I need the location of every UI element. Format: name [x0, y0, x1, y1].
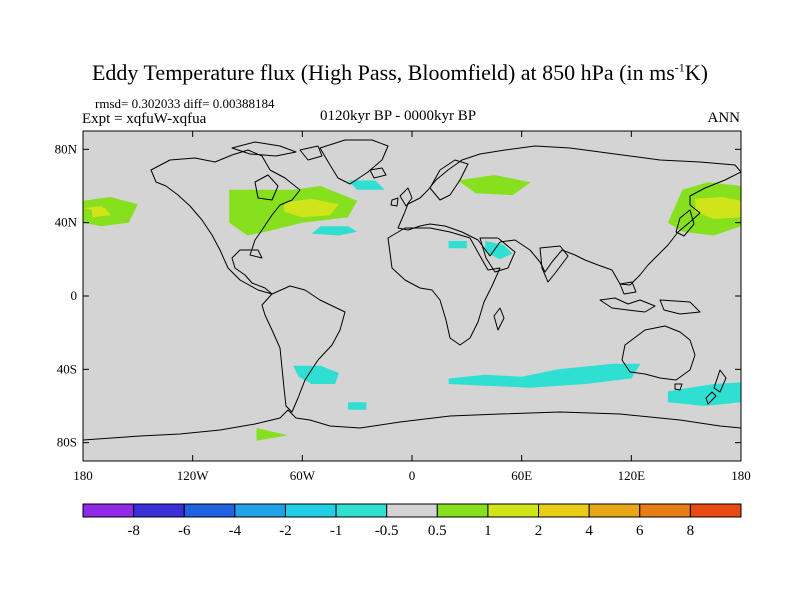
coast-south-america	[261, 285, 346, 413]
coast-madagascar	[493, 307, 505, 331]
lon-tick-label: 180	[731, 468, 751, 483]
anomaly-region-16	[695, 197, 741, 219]
title-end: K)	[684, 60, 708, 85]
colorbar-swatch	[133, 503, 185, 518]
coast-india	[539, 245, 569, 283]
coastlines	[83, 139, 741, 441]
coast-africa	[387, 227, 501, 346]
lon-tick-label: 60W	[290, 468, 316, 483]
coast-british-isles	[390, 187, 413, 207]
colorbar-swatch	[639, 503, 691, 518]
anomaly-region-2	[667, 382, 741, 406]
colorbar-swatch	[689, 503, 742, 518]
coast-scandinavia	[429, 159, 469, 201]
colorbar-swatch	[386, 503, 438, 518]
anomaly-region-3	[311, 226, 358, 236]
lat-tick-label: 80N	[55, 141, 78, 156]
lat-tick-label: 40N	[55, 215, 78, 230]
period-label: 0120kyr BP - 0000kyr BP	[320, 108, 477, 124]
coast-iceland	[369, 167, 387, 179]
colorbar-label: 6	[636, 523, 644, 539]
coast-australia	[621, 325, 696, 381]
anomaly-region-7	[348, 402, 367, 410]
colorbar-label: -1	[330, 523, 343, 539]
anomaly-region-1	[448, 363, 641, 388]
coast-arctic-islands	[231, 141, 323, 161]
coast-indonesia	[599, 281, 701, 315]
colorbar-swatch	[487, 503, 540, 518]
coast-greenland	[319, 139, 389, 185]
colorbar-label: 1	[484, 523, 492, 539]
lon-tick-label: 60E	[511, 468, 532, 483]
colorbar: -8 -6 -4 -2 -1 -0.5 0.5 1 2 4 6 8	[82, 503, 742, 539]
colorbar-label: 4	[585, 523, 593, 539]
lat-tick-label: 0	[71, 288, 78, 303]
colorbar-label: -6	[178, 523, 191, 539]
coast-japan	[675, 209, 695, 237]
season-label: ANN	[707, 110, 741, 126]
title-main: Eddy Temperature flux (High Pass, Bloomf…	[91, 60, 675, 85]
coast-tasmania	[674, 383, 683, 391]
anomaly-region-14	[92, 208, 111, 218]
axis-tick-labels: 80N 40N 0 40S 80S 180 120W 60W 0 60E 120E 180	[55, 141, 751, 483]
colorbar-swatch	[234, 503, 286, 518]
colorbar-label: -0.5	[375, 523, 399, 539]
anomaly-region-5	[485, 241, 513, 260]
lat-tick-label: 80S	[57, 435, 77, 450]
coast-arabia	[479, 237, 516, 273]
anomaly-region-15	[284, 198, 339, 218]
anomaly-region-8	[83, 197, 138, 227]
map-title: Eddy Temperature flux (High Pass, Bloomf…	[0, 60, 800, 86]
anomaly-region-4	[348, 180, 385, 190]
colorbar-label: -4	[229, 523, 242, 539]
colorbar-label: 8	[687, 523, 695, 539]
lon-tick-label: 120E	[618, 468, 646, 483]
colorbar-swatch	[436, 503, 489, 518]
colorbar-label: 0.5	[428, 523, 447, 539]
anomaly-region-0	[293, 365, 339, 384]
experiment-label: Expt = xqfuW-xqfua	[82, 111, 207, 127]
anomaly-region-11	[457, 175, 531, 196]
lon-tick-label: 180	[73, 468, 93, 483]
coast-hudson-bay	[254, 174, 279, 201]
axis-ticks	[82, 131, 742, 461]
lon-tick-label: 0	[409, 468, 416, 483]
colorbar-swatch	[588, 503, 641, 518]
colorbar-label: -2	[279, 523, 292, 539]
title-superscript: -1	[674, 60, 685, 75]
lat-tick-label: 40S	[57, 361, 77, 376]
colorbar-swatch	[538, 503, 590, 518]
colorbar-label: 2	[535, 523, 543, 539]
colorbar-swatch	[183, 503, 236, 518]
colorbar-swatch	[82, 503, 135, 518]
colorbar-label: -8	[127, 523, 140, 539]
stats-text: rmsd= 0.302033 diff= 0.00388184	[95, 96, 275, 111]
colorbar-swatch	[335, 503, 388, 518]
map-background	[83, 131, 741, 461]
coast-new-zealand	[705, 369, 727, 405]
colorbar-swatch	[284, 503, 337, 518]
anomaly-region-12	[256, 428, 288, 441]
lon-tick-label: 120W	[177, 468, 210, 483]
anomaly-region-6	[448, 241, 467, 249]
coast-antarctica	[83, 409, 741, 441]
